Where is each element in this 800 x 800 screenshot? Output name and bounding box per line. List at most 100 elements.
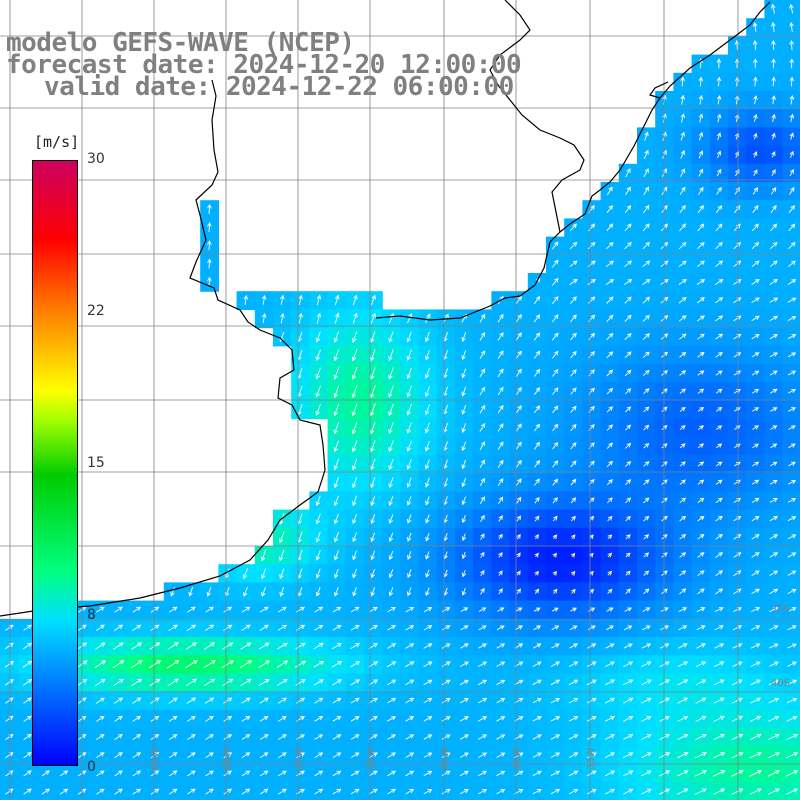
wind-arrow — [770, 443, 778, 449]
wind-arrow — [697, 223, 705, 232]
wind-arrow — [697, 588, 705, 595]
wind-arrow — [478, 607, 487, 612]
wind-arrow — [207, 222, 212, 233]
wind-arrow — [787, 498, 797, 503]
wind-arrow — [715, 333, 724, 340]
wind-arrow — [95, 642, 106, 650]
wind-arrow — [606, 369, 614, 377]
wind-arrow — [753, 113, 758, 122]
wind-arrow — [697, 388, 705, 394]
wind-arrow — [552, 460, 559, 468]
wind-arrow — [405, 661, 415, 668]
wind-arrow — [277, 770, 287, 777]
wind-arrow — [789, 132, 794, 140]
wind-arrow — [316, 312, 322, 324]
wind-arrow — [369, 385, 376, 399]
wind-arrow — [641, 734, 652, 740]
wind-arrow — [680, 131, 686, 141]
wind-arrow — [624, 351, 632, 359]
wind-arrow — [313, 679, 324, 686]
wind-arrow — [697, 370, 705, 376]
wind-arrow — [207, 240, 212, 251]
wind-arrow — [479, 477, 485, 487]
wind-arrow — [497, 404, 504, 414]
wind-arrow — [696, 607, 706, 613]
wind-arrow — [368, 606, 378, 613]
wind-arrow — [532, 789, 542, 795]
wind-arrow — [132, 770, 142, 777]
wind-arrow — [424, 368, 430, 379]
wind-arrow — [259, 606, 269, 613]
wind-arrow — [695, 788, 707, 795]
wind-arrow — [752, 425, 759, 430]
wind-arrow — [697, 443, 705, 449]
wind-arrow — [261, 586, 267, 597]
wind-arrow — [298, 312, 303, 324]
wind-arrow — [516, 478, 522, 486]
wind-arrow — [496, 789, 506, 795]
wind-arrow — [697, 407, 705, 412]
wind-arrow — [789, 186, 795, 195]
wind-arrow — [259, 624, 269, 631]
wind-arrow — [768, 661, 779, 667]
wind-arrow — [332, 770, 342, 777]
wind-arrow — [643, 442, 650, 449]
wind-arrow — [441, 770, 451, 777]
wind-arrow — [23, 697, 32, 704]
wind-arrow — [479, 459, 486, 469]
wind-arrow — [369, 403, 376, 417]
wind-arrow — [497, 332, 504, 341]
wind-arrow — [680, 113, 686, 123]
wind-arrow — [425, 496, 430, 506]
wind-arrow — [587, 643, 597, 649]
wind-arrow — [552, 350, 559, 359]
wind-arrow — [697, 534, 705, 540]
wind-arrow — [515, 607, 523, 612]
wind-arrow — [132, 624, 142, 631]
wind-arrow — [769, 370, 778, 376]
wind-arrow — [785, 788, 799, 795]
wind-arrow — [606, 497, 613, 504]
wind-arrow — [769, 352, 778, 358]
wind-arrow — [480, 514, 485, 523]
wind-arrow — [515, 350, 522, 359]
wind-arrow — [333, 367, 340, 380]
wind-arrow — [370, 587, 376, 597]
wind-arrow — [751, 552, 760, 558]
wind-arrow — [370, 349, 376, 362]
wind-arrow — [497, 368, 504, 378]
wind-arrow — [697, 552, 705, 558]
wind-arrow — [258, 660, 271, 669]
wind-arrow — [441, 716, 451, 722]
wind-arrow — [532, 734, 542, 740]
wind-arrow — [604, 788, 616, 795]
wind-arrow — [460, 625, 469, 631]
wind-arrow — [750, 661, 761, 667]
wind-arrow — [569, 260, 578, 268]
wind-arrow — [623, 788, 634, 795]
wind-arrow — [243, 294, 249, 305]
wind-arrow — [532, 716, 542, 722]
wind-arrow — [352, 587, 357, 597]
wind-arrow — [716, 58, 722, 69]
wind-arrow — [789, 168, 794, 177]
wind-arrow — [677, 679, 689, 686]
wind-arrow — [769, 479, 778, 485]
wind-arrow — [352, 550, 357, 561]
wind-arrow — [423, 752, 433, 758]
wind-arrow — [534, 460, 540, 468]
wind-arrow — [314, 752, 324, 758]
wind-arrow — [315, 495, 321, 507]
wind-arrow — [441, 679, 451, 686]
wind-arrow — [459, 716, 469, 722]
wind-arrow — [787, 315, 797, 321]
wind-arrow — [532, 752, 542, 758]
wind-arrow — [114, 788, 123, 795]
wind-arrow — [552, 570, 557, 576]
wind-arrow — [405, 625, 415, 631]
wind-arrow — [695, 715, 707, 722]
wind-arrow — [441, 661, 451, 667]
wind-arrow — [279, 568, 285, 580]
wind-arrow — [768, 715, 780, 722]
